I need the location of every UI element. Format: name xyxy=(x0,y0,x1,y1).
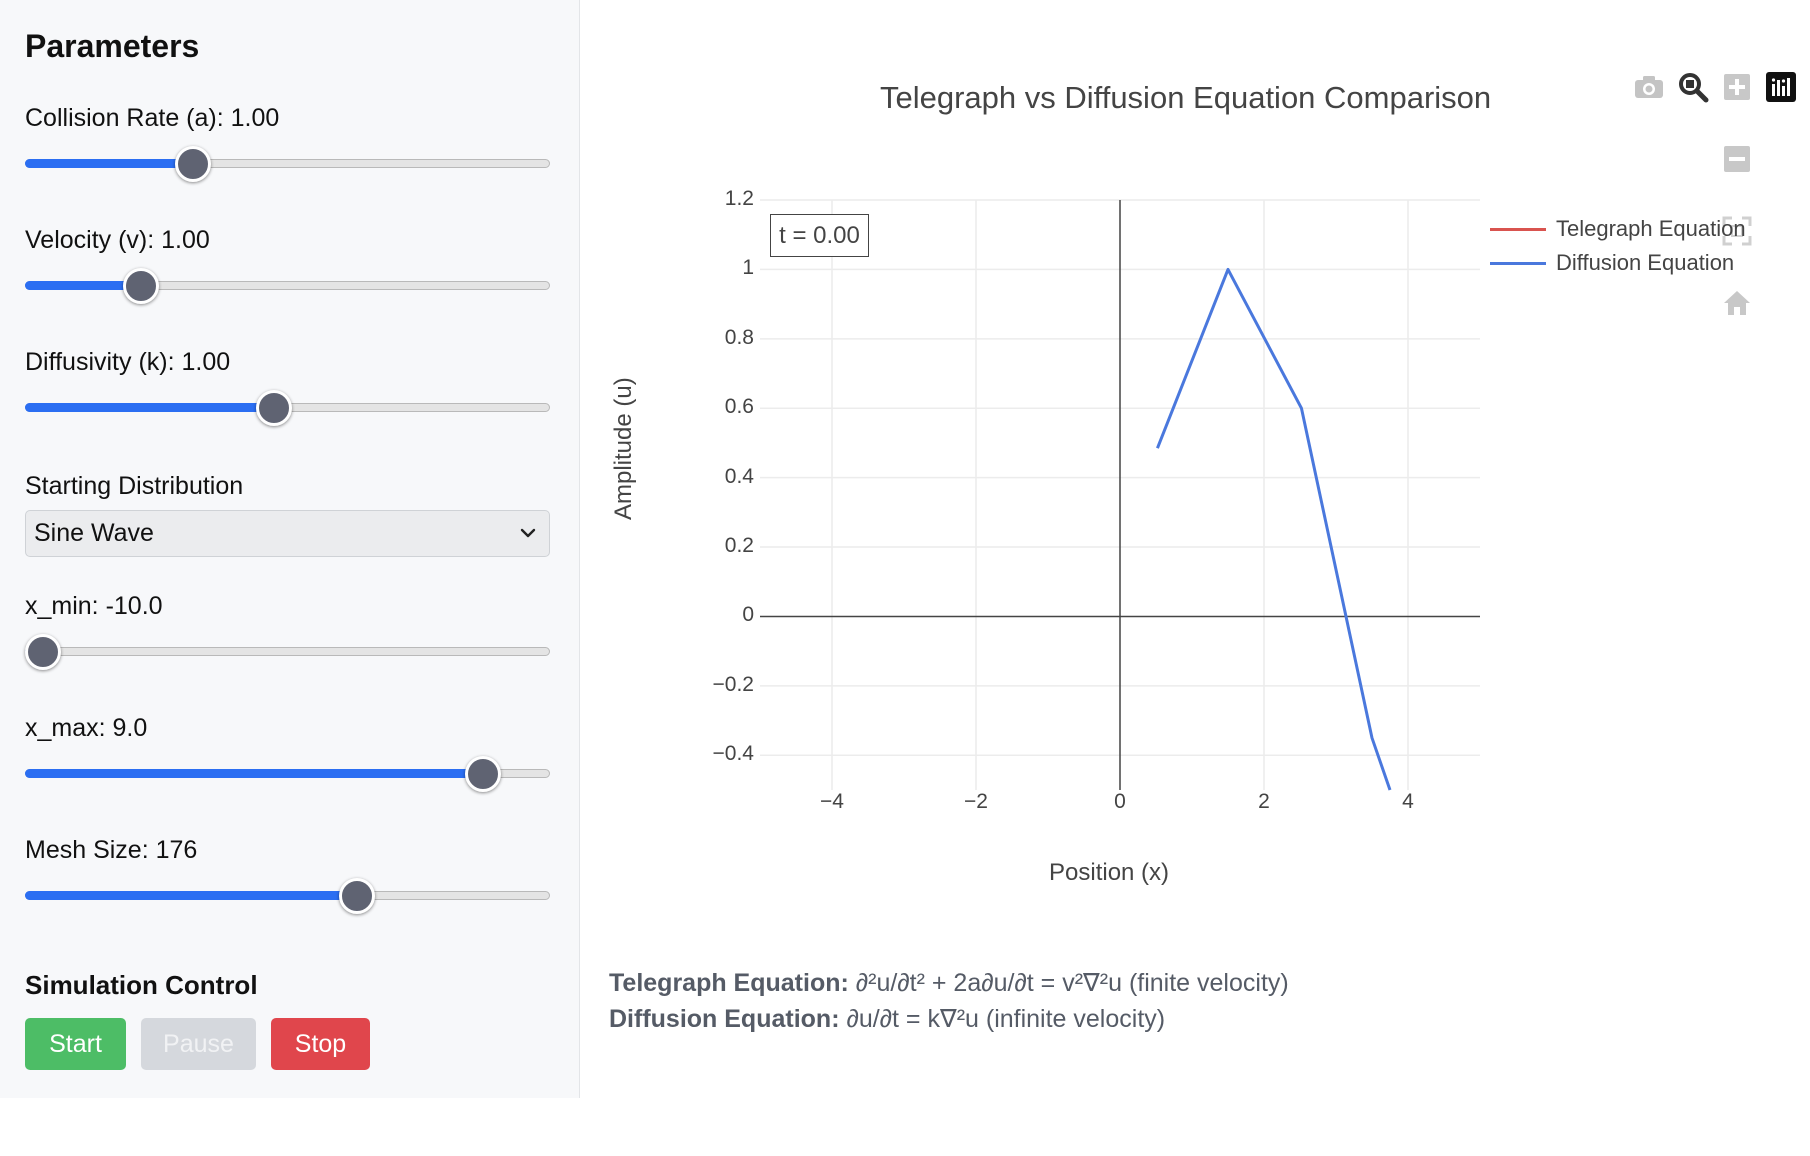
legend-item-telegraph[interactable]: Telegraph Equation xyxy=(1490,212,1746,246)
y-tick-label: 1 xyxy=(742,256,754,280)
legend-swatch xyxy=(1490,227,1546,231)
y-tick-label: 0.4 xyxy=(724,464,754,488)
legend-label: Telegraph Equation xyxy=(1556,216,1746,241)
x-max-slider[interactable] xyxy=(25,756,550,792)
legend-item-diffusion[interactable]: Diffusion Equation xyxy=(1490,246,1746,280)
zoom-out-icon[interactable] xyxy=(1720,142,1754,176)
legend-swatch xyxy=(1490,261,1546,265)
x-min-label: x_min: -10.0 xyxy=(25,592,163,620)
x-min-slider[interactable] xyxy=(25,634,550,670)
starting-distribution-label: Starting Distribution xyxy=(25,472,244,500)
reset-home-icon[interactable] xyxy=(1720,286,1754,320)
diffusivity-label: Diffusivity (k): 1.00 xyxy=(25,348,231,376)
x-tick-label: −4 xyxy=(820,790,844,813)
chart-legend: Telegraph Equation Diffusion Equation xyxy=(1490,212,1746,280)
starting-distribution-select[interactable]: Sine Wave xyxy=(25,510,550,557)
slider-thumb[interactable] xyxy=(25,634,62,670)
collision-rate-slider[interactable] xyxy=(25,146,550,182)
start-button[interactable]: Start xyxy=(25,1018,126,1070)
slider-fill xyxy=(25,281,141,290)
x-tick-label: 2 xyxy=(1258,790,1270,813)
stop-button[interactable]: Stop xyxy=(271,1018,370,1070)
plotly-logo-icon[interactable] xyxy=(1764,70,1798,104)
slider-thumb[interactable] xyxy=(256,390,293,426)
mesh-size-label: Mesh Size: 176 xyxy=(25,836,198,864)
y-tick-label: −0.2 xyxy=(712,672,754,696)
slider-fill xyxy=(25,769,484,778)
diffusivity-slider[interactable] xyxy=(25,390,550,426)
series-line-diffusion-equation xyxy=(1156,267,1392,791)
y-tick-label: 0 xyxy=(742,603,754,627)
x-tick-label: −2 xyxy=(964,790,988,813)
y-tick-label: −0.4 xyxy=(712,742,754,766)
telegraph-equation-label: Telegraph Equation: xyxy=(609,969,849,997)
y-tick-label: 0.8 xyxy=(724,325,754,349)
slider-fill xyxy=(25,891,358,900)
y-axis-title: Amplitude (u) xyxy=(610,377,637,520)
telegraph-equation-formula: ∂²u/∂t² + 2a∂u/∂t = v²∇²u (finite veloci… xyxy=(848,969,1289,997)
selected-option: Sine Wave xyxy=(34,519,154,547)
chevron-down-icon xyxy=(520,528,536,538)
zoom-icon[interactable] xyxy=(1676,70,1710,104)
velocity-slider[interactable] xyxy=(25,268,550,304)
grid-lines xyxy=(760,199,1480,790)
x-tick-label: 0 xyxy=(1114,790,1126,813)
y-tick-label: 1.2 xyxy=(724,187,754,210)
mesh-size-slider[interactable] xyxy=(25,878,550,914)
slider-fill xyxy=(25,403,275,412)
parameters-panel: Parameters Collision Rate (a): 1.00 Velo… xyxy=(0,0,580,1098)
velocity-label: Velocity (v): 1.00 xyxy=(25,226,210,254)
slider-thumb[interactable] xyxy=(175,146,211,182)
telegraph-equation-text: Telegraph Equation: ∂²u/∂t² + 2a∂u/∂t = … xyxy=(609,968,1289,998)
x-axis-title: Position (x) xyxy=(1049,859,1170,886)
zoom-in-icon[interactable] xyxy=(1720,70,1754,104)
series-lines xyxy=(1156,267,1392,791)
slider-thumb[interactable] xyxy=(339,878,376,914)
autoscale-icon[interactable] xyxy=(1720,214,1754,248)
y-tick-label: 0.6 xyxy=(724,395,754,419)
zero-lines xyxy=(760,200,1480,790)
slider-track xyxy=(25,647,550,656)
diffusion-equation-text: Diffusion Equation: ∂u/∂t = k∇²u (infini… xyxy=(609,1004,1165,1034)
chart-title: Telegraph vs Diffusion Equation Comparis… xyxy=(880,80,1492,115)
slider-thumb[interactable] xyxy=(122,268,159,304)
legend-label: Diffusion Equation xyxy=(1556,250,1735,275)
collision-rate-label: Collision Rate (a): 1.00 xyxy=(25,104,280,132)
slider-fill xyxy=(25,159,193,168)
simulation-control-title: Simulation Control xyxy=(25,970,258,1000)
time-annotation: t = 0.00 xyxy=(770,214,869,257)
pause-button[interactable]: Pause xyxy=(141,1018,256,1070)
camera-icon[interactable] xyxy=(1632,70,1666,104)
diffusion-equation-formula: ∂u/∂t = k∇²u (infinite velocity) xyxy=(839,1005,1166,1033)
x-max-label: x_max: 9.0 xyxy=(25,714,148,742)
y-tick-label: 0.2 xyxy=(724,534,754,558)
diffusion-equation-label: Diffusion Equation: xyxy=(609,1005,840,1033)
panel-title: Parameters xyxy=(25,28,200,64)
slider-thumb[interactable] xyxy=(465,756,502,792)
x-tick-label: 4 xyxy=(1402,790,1414,813)
